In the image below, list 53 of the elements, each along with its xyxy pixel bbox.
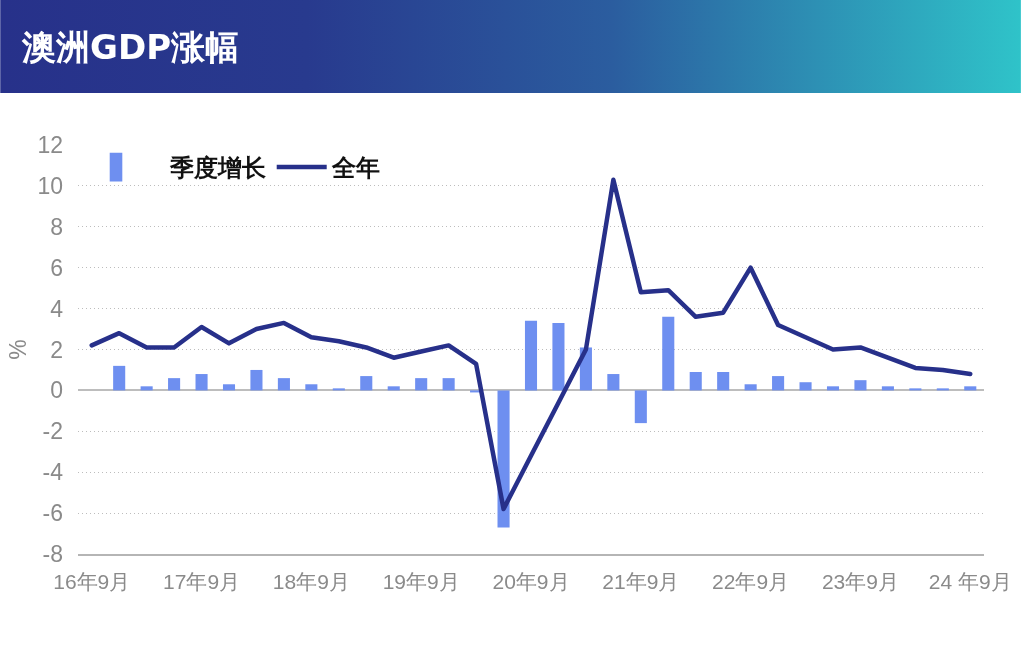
bar [772,376,785,391]
bar [936,388,949,391]
bar [113,365,126,391]
y-tick-label: -6 [42,500,63,527]
y-tick-label: 4 [50,295,64,322]
bar [524,320,538,391]
chart-title: 澳洲GDP涨幅 [21,26,240,67]
bar [360,376,373,391]
bar [662,316,675,391]
bar [305,384,318,391]
bar [854,380,867,391]
y-tick-label: 6 [50,254,63,281]
x-tick-label: 19年9月 [382,569,460,593]
bar [881,386,894,391]
x-tick-label: 21年9月 [602,569,680,593]
bar [222,384,236,391]
bar [607,374,620,391]
bar [826,386,840,391]
x-tick-label: 22年9月 [712,569,790,593]
x-tick-label: 24 年9月 [928,569,1012,593]
bar [168,378,181,391]
bar [140,386,153,391]
x-tick-label: 20年9月 [492,569,570,593]
x-tick-label: 17年9月 [163,569,241,593]
bar [689,371,702,391]
x-tick-label: 23年9月 [821,569,899,593]
y-tick-label: 2 [50,336,63,363]
bar [195,374,208,391]
y-tick-label: 0 [50,377,63,404]
x-tick-label: 18年9月 [272,569,350,593]
bar [415,378,428,391]
bar [717,371,730,391]
y-tick-label: 12 [37,132,63,159]
y-tick-label: 10 [37,172,63,199]
bar [799,382,812,391]
bar [634,390,647,424]
bar [552,322,565,391]
y-axis-title: % [4,339,31,360]
bar [909,388,922,391]
y-tick-label: -8 [42,541,63,568]
bar [442,378,455,391]
y-tick-label: -2 [42,418,63,445]
y-tick-label: -4 [42,459,64,486]
bar [332,388,345,391]
y-tick-label: 8 [50,213,63,240]
bar [744,384,757,391]
bar [964,386,977,391]
bar [250,369,263,391]
x-tick-label: 16年9月 [53,569,131,593]
legend-label: 季度增长 [168,154,266,182]
bar [387,386,400,391]
bar [277,378,290,391]
legend-label: 全年 [330,154,380,182]
